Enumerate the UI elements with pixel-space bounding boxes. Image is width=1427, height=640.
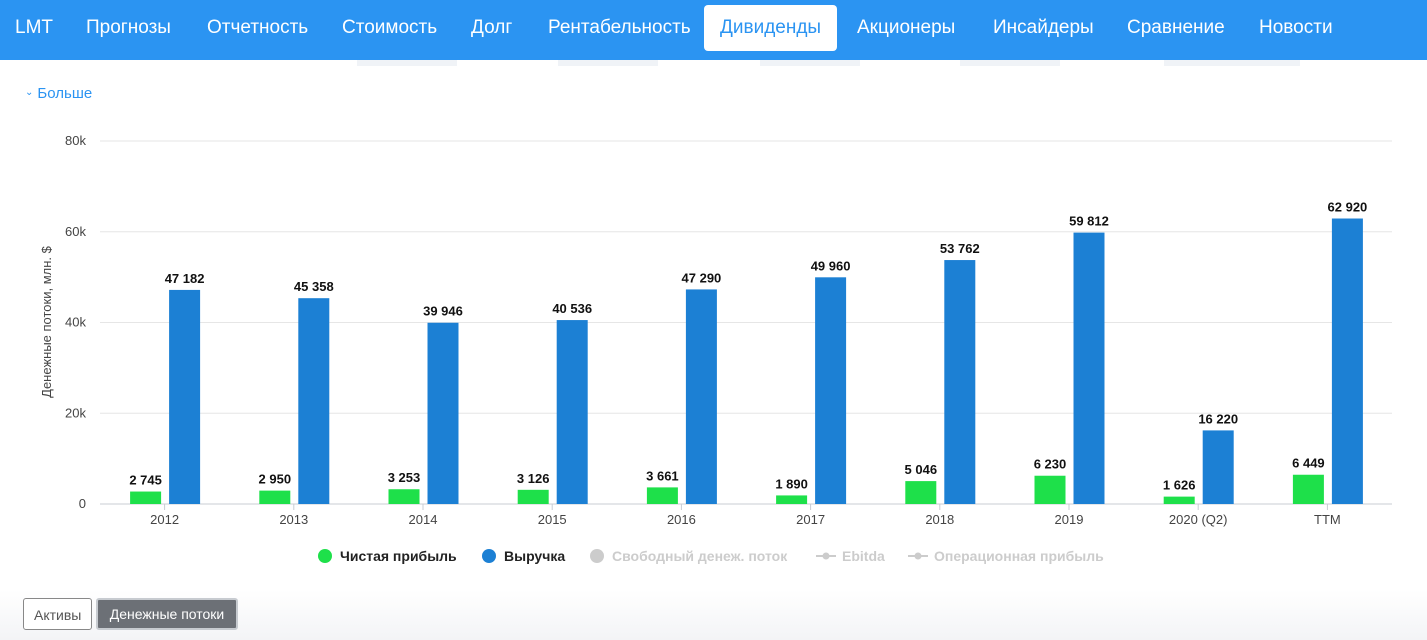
nav-shadow-decoration <box>558 60 658 66</box>
y-axis-title: Денежные потоки, млн. $ <box>39 245 54 397</box>
nav-item-5[interactable]: Рентабельность <box>548 17 691 38</box>
y-tick-label: 0 <box>79 496 86 511</box>
y-tick-label: 20k <box>65 405 86 420</box>
nav-item-0[interactable]: LMT <box>15 17 53 38</box>
legend-marker-dot <box>914 552 922 560</box>
nav-item-7[interactable]: Акционеры <box>857 17 956 38</box>
legend-item-label: Ebitda <box>842 548 885 564</box>
legend-marker-dot <box>590 549 604 563</box>
net-income-bar <box>259 490 291 504</box>
revenue-data-label: 39 946 <box>423 304 463 319</box>
x-tick-label: 2013 <box>279 512 308 527</box>
legend-item-label: Чистая прибыль <box>340 548 457 564</box>
top-navbar: LMT Прогнозы Отчетность Стоимость Долг Рентаб… <box>0 0 1427 60</box>
net-income-bar <box>1292 474 1324 504</box>
revenue-bar <box>1073 232 1105 505</box>
cash-flows-tab-button[interactable]: Денежные потоки <box>96 598 238 630</box>
nav-shadow-decoration <box>760 60 860 66</box>
nav-item-10[interactable]: Новости <box>1259 17 1333 38</box>
revenue-data-label: 47 290 <box>682 270 722 285</box>
revenue-data-label: 53 762 <box>940 241 980 256</box>
net-income-bar <box>646 487 678 504</box>
net-income-data-label: 1 890 <box>775 476 808 491</box>
revenue-bar <box>1202 430 1234 504</box>
net-income-bar <box>388 489 420 504</box>
revenue-bar <box>427 322 459 504</box>
nav-shadow-decoration <box>960 60 1060 66</box>
revenue-data-label: 62 920 <box>1328 200 1368 215</box>
net-income-data-label: 5 046 <box>905 462 938 477</box>
y-tick-label: 40k <box>65 315 86 330</box>
revenue-bar <box>944 260 976 504</box>
legend-marker-dot <box>482 549 496 563</box>
x-tick-label: 2015 <box>538 512 567 527</box>
net-income-data-label: 6 449 <box>1292 456 1325 471</box>
x-tick-label: 2012 <box>150 512 179 527</box>
net-income-data-label: 2 950 <box>259 472 292 487</box>
assets-tab-button[interactable]: Активы <box>23 598 92 630</box>
net-income-data-label: 3 253 <box>388 470 421 485</box>
chevron-down-icon: ⌄ <box>25 87 34 98</box>
revenue-bar <box>556 320 588 504</box>
nav-item-9[interactable]: Сравнение <box>1127 17 1225 38</box>
nav-item-3[interactable]: Стоимость <box>342 17 438 38</box>
nav-shadow-decoration <box>357 60 457 66</box>
x-tick-label: 2019 <box>1055 512 1084 527</box>
x-tick-label: 2014 <box>409 512 438 527</box>
revenue-bar <box>815 277 847 504</box>
revenue-bar <box>685 289 717 504</box>
net-income-data-label: 3 661 <box>646 468 679 483</box>
legend-item-label: Операционная прибыль <box>934 548 1104 564</box>
revenue-data-label: 47 182 <box>165 271 205 286</box>
x-tick-label: 2017 <box>796 512 825 527</box>
nav-shadow-decoration <box>1164 60 1300 66</box>
revenue-data-label: 59 812 <box>1069 214 1109 229</box>
net-income-bar <box>130 491 162 504</box>
revenue-data-label: 16 220 <box>1198 411 1238 426</box>
net-income-bar <box>517 489 549 504</box>
net-income-data-label: 1 626 <box>1163 478 1196 493</box>
x-tick-label: 2018 <box>925 512 954 527</box>
more-link-label: Больше <box>37 85 93 102</box>
revenue-data-label: 40 536 <box>552 301 592 316</box>
nav-item-8[interactable]: Инсайдеры <box>993 17 1094 38</box>
revenue-data-label: 45 358 <box>294 279 334 294</box>
legend-item-label: Выручка <box>504 548 565 564</box>
revenue-data-label: 49 960 <box>811 258 851 273</box>
legend-marker-dot <box>822 552 830 560</box>
y-tick-label: 60k <box>65 224 86 239</box>
net-income-bar <box>1163 496 1195 504</box>
nav-item-4[interactable]: Долг <box>471 17 513 38</box>
legend-item-label: Свободный денеж. поток <box>612 548 788 564</box>
net-income-bar <box>776 495 808 504</box>
revenue-bar <box>1331 218 1363 505</box>
net-income-data-label: 2 745 <box>129 473 162 488</box>
net-income-bar <box>1034 475 1066 504</box>
nav-item-6[interactable]: Дивиденды <box>704 5 838 51</box>
legend-marker-dot <box>318 549 332 563</box>
net-income-data-label: 6 230 <box>1034 457 1067 472</box>
more-link[interactable]: ⌄ Больше <box>25 85 92 102</box>
net-income-data-label: 3 126 <box>517 471 550 486</box>
nav-item-2[interactable]: Отчетность <box>207 17 309 38</box>
revenue-bar <box>169 289 201 504</box>
x-tick-label: TTM <box>1314 512 1341 527</box>
nav-item-1[interactable]: Прогнозы <box>86 17 171 38</box>
net-income-bar <box>905 481 937 504</box>
x-tick-label: 2020 (Q2) <box>1169 512 1228 527</box>
y-tick-label: 80k <box>65 133 86 148</box>
x-tick-label: 2016 <box>667 512 696 527</box>
cashflow-bar-chart: 0 20k 40k 60k 80k Денежные потоки, млн. $ 2 74… <box>39 133 1392 564</box>
revenue-bar <box>298 298 330 504</box>
